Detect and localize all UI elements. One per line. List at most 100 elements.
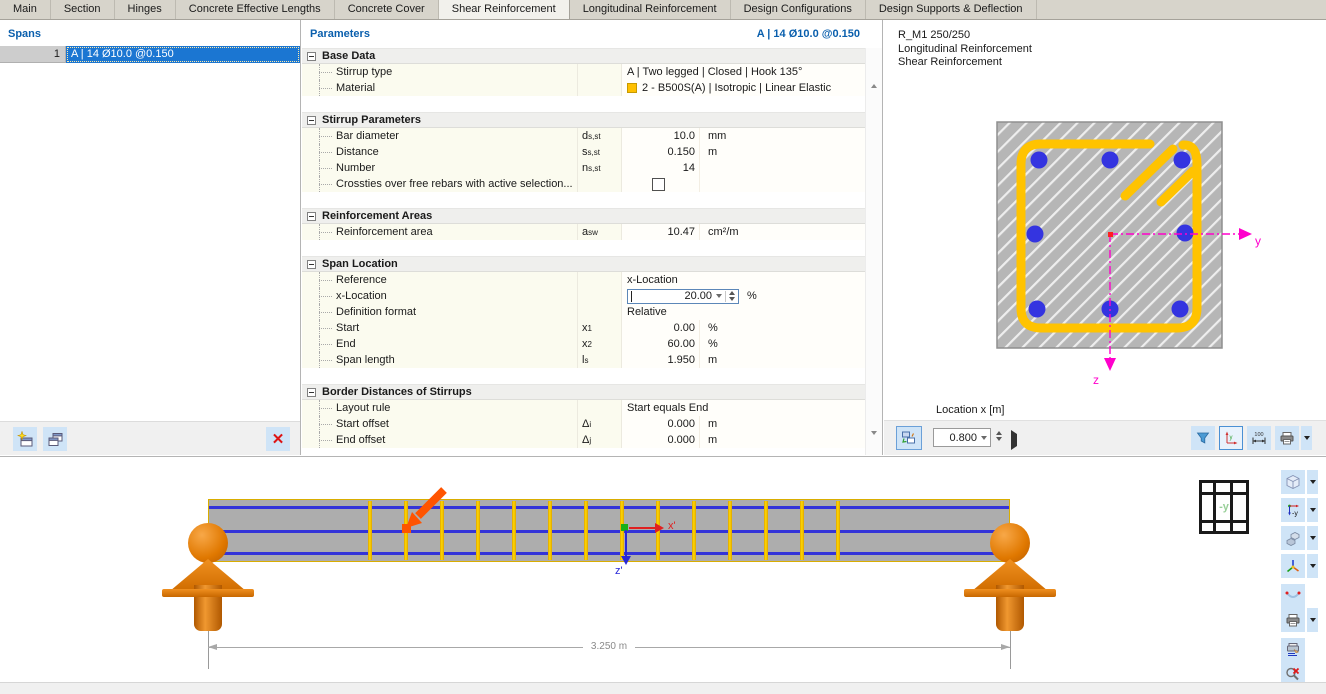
bottom-rebar-line — [209, 552, 1009, 555]
beam-body[interactable] — [208, 499, 1010, 562]
print-beam-button[interactable] — [1281, 608, 1305, 632]
distance-value[interactable]: 0.150 — [621, 144, 699, 160]
span-length-value: 1.950 — [621, 352, 699, 368]
chevron-down-icon[interactable] — [716, 294, 722, 298]
right-support-flange — [964, 589, 1056, 597]
print-beam-dropdown[interactable] — [1307, 608, 1318, 632]
span-row-label[interactable]: A | 14 Ø10.0 @0.150 — [66, 46, 300, 63]
start-offset-value[interactable]: 0.000 — [621, 416, 699, 432]
z-axis-arrowhead — [621, 556, 631, 565]
view-mode-button[interactable] — [1281, 470, 1305, 494]
reinforcement-area-value: 10.47 — [621, 224, 699, 240]
start-value[interactable]: 0.00 — [621, 320, 699, 336]
svg-text:100: 100 — [1254, 432, 1263, 438]
dimensions-button[interactable]: 100 — [1247, 426, 1271, 450]
param-row-stirrup-type: Stirrup type A | Two legged | Closed | H… — [302, 64, 865, 80]
filter-button[interactable] — [1191, 426, 1215, 450]
copy-span-button[interactable] — [43, 427, 67, 451]
tab-main[interactable]: Main — [0, 0, 51, 19]
param-row-number: Number n s,st 14 — [302, 160, 865, 176]
tab-design-supports-deflection[interactable]: Design Supports & Deflection — [866, 0, 1037, 19]
cube-icon — [1286, 474, 1300, 490]
view-direction-button[interactable]: -y — [1281, 498, 1305, 522]
collapse-icon[interactable] — [307, 387, 316, 397]
report-icon — [1287, 643, 1300, 656]
chevron-down-icon — [981, 435, 987, 440]
crossties-checkbox[interactable] — [652, 177, 665, 191]
param-row-x-location: x-Location 20.00 % — [302, 288, 865, 304]
material-color-swatch — [627, 83, 637, 93]
bar-diameter-value[interactable]: 10.0 — [621, 128, 699, 144]
material-value[interactable]: 2 - B500S(A) | Isotropic | Linear Elasti… — [621, 80, 865, 96]
group-reinforcement-areas[interactable]: Reinforcement Areas — [302, 208, 865, 224]
end-offset-value[interactable]: 0.000 — [621, 432, 699, 448]
view-direction-label: -y — [1219, 501, 1229, 513]
tab-longitudinal-reinforcement[interactable]: Longitudinal Reinforcement — [570, 0, 731, 19]
x-axis-line — [629, 527, 655, 529]
view-mode-dropdown[interactable] — [1307, 470, 1318, 494]
y-axis-label: y — [1255, 234, 1261, 248]
section-info: R_M1 250/250 Longitudinal Reinforcement … — [898, 29, 1032, 70]
longitudinal-rebars[interactable] — [1026, 151, 1194, 318]
section-info-line3: Shear Reinforcement — [898, 56, 1002, 68]
param-row-definition-format: Definition format Relative — [302, 304, 865, 320]
z-axis-label: z' — [615, 565, 623, 577]
printout-report-button[interactable] — [1281, 638, 1305, 662]
spans-toolbar: ✕ — [0, 421, 300, 455]
printer-icon — [1286, 614, 1300, 627]
tab-shear-reinforcement[interactable]: Shear Reinforcement — [438, 0, 570, 19]
x-location-input[interactable]: 20.00 — [627, 288, 739, 304]
axes-icon: y — [1225, 431, 1238, 445]
show-axes-button[interactable]: y — [1219, 426, 1243, 450]
view-direction-dropdown[interactable] — [1307, 498, 1318, 522]
end-value[interactable]: 60.00 — [621, 336, 699, 352]
group-base-data[interactable]: Base Data — [302, 48, 865, 64]
scroll-down-icon[interactable] — [871, 431, 877, 447]
tab-concrete-cover[interactable]: Concrete Cover — [335, 0, 439, 19]
definition-format-value[interactable]: Relative — [621, 304, 865, 320]
stirrup-hook-leg — [1120, 144, 1178, 201]
display-style-button[interactable] — [1281, 526, 1305, 550]
group-border-distances[interactable]: Border Distances of Stirrups — [302, 384, 865, 400]
parameters-scrollbar[interactable] — [865, 48, 882, 455]
sync-location-button[interactable] — [896, 426, 922, 450]
stirrup-outline[interactable] — [1016, 139, 1202, 333]
z-axis-label: z — [1093, 373, 1099, 387]
collapse-icon[interactable] — [307, 259, 316, 269]
collapse-icon[interactable] — [307, 51, 316, 61]
display-style-dropdown[interactable] — [1307, 526, 1318, 550]
group-span-location[interactable]: Span Location — [302, 256, 865, 272]
location-pointer-arrow — [402, 487, 447, 533]
tab-design-configurations[interactable]: Design Configurations — [731, 0, 866, 19]
print-dropdown[interactable] — [1301, 426, 1312, 450]
x-location-stepper[interactable] — [729, 291, 735, 301]
tab-hinges[interactable]: Hinges — [115, 0, 176, 19]
span-row[interactable]: 1 A | 14 Ø10.0 @0.150 — [0, 46, 300, 63]
number-value[interactable]: 14 — [621, 160, 699, 176]
x-axis-arrowhead — [655, 523, 664, 533]
axes-system-button[interactable] — [1281, 554, 1305, 578]
zoom-cancel-icon — [1286, 667, 1300, 681]
location-x-stepper[interactable] — [996, 431, 1002, 441]
printer-icon — [1280, 432, 1294, 445]
reference-value[interactable]: x-Location — [621, 272, 865, 288]
delete-span-button[interactable]: ✕ — [266, 427, 290, 451]
axes-system-dropdown[interactable] — [1307, 554, 1318, 578]
collapse-icon[interactable] — [307, 211, 316, 221]
layout-rule-value[interactable]: Start equals End — [621, 400, 865, 416]
tab-concrete-effective-lengths[interactable]: Concrete Effective Lengths — [176, 0, 335, 19]
location-step-forward[interactable] — [1011, 430, 1017, 450]
new-span-button[interactable] — [13, 427, 37, 451]
group-stirrup-parameters[interactable]: Stirrup Parameters — [302, 112, 865, 128]
module-tabbar: Main Section Hinges Concrete Effective L… — [0, 0, 1326, 20]
deformation-display-button[interactable] — [1281, 584, 1305, 608]
scroll-up-icon[interactable] — [871, 72, 877, 88]
print-graphic-button[interactable] — [1275, 426, 1299, 450]
tab-section[interactable]: Section — [51, 0, 115, 19]
3d-axes-icon — [1286, 560, 1299, 573]
collapse-icon[interactable] — [307, 115, 316, 125]
location-x-select[interactable]: 0.800 — [933, 428, 991, 447]
stirrup-type-value[interactable]: A | Two legged | Closed | Hook 135° — [621, 64, 865, 80]
